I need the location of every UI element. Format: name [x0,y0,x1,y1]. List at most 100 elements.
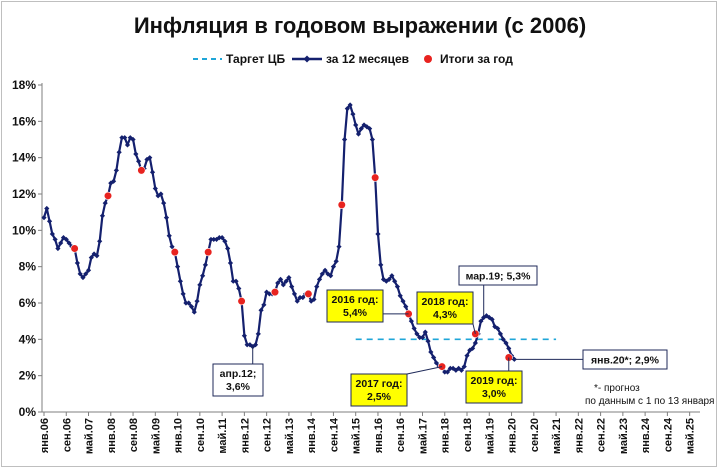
monthly-point [66,240,72,246]
monthly-point [500,336,506,342]
x-tick-label: май.13 [284,418,296,454]
monthly-point [77,271,83,277]
x-tick-label: сен.24 [662,417,674,452]
monthly-point [261,302,267,308]
monthly-point [344,106,350,112]
monthly-point [300,294,306,301]
monthly-point [161,200,167,206]
x-tick-label: май.21 [551,418,563,454]
monthly-point [397,293,403,299]
x-tick-label: сен.14 [328,417,340,452]
monthly-point [255,331,261,337]
monthly-point [266,291,273,297]
monthly-point [136,158,142,164]
monthly-point [163,215,170,221]
monthly-point [99,213,106,219]
monthly-point [113,167,119,173]
x-tick-label: май.09 [150,418,162,454]
x-tick-label: май.25 [685,418,697,454]
annual-point [304,289,313,299]
monthly-point [378,262,384,268]
monthly-point [49,231,55,237]
monthly-point [41,215,47,221]
annotation-box [350,373,408,407]
annual-point [103,191,113,200]
monthly-point [186,300,192,306]
monthly-point [183,300,189,306]
monthly-point [94,253,100,259]
monthly-point [492,324,498,330]
monthly-point [316,276,323,282]
monthly-point [149,169,156,175]
y-tick-label: 18% [12,78,36,92]
monthly-point [330,264,337,270]
monthly-point [350,111,356,117]
monthly-point [52,236,58,243]
y-tick-label: 0% [19,405,37,419]
monthly-point [46,218,53,224]
annual-point [337,200,346,209]
annual-point [270,288,280,297]
monthly-point [389,273,395,279]
x-tick-label: сен.18 [462,418,474,452]
annual-point [471,329,480,338]
monthly-point [208,236,214,243]
monthly-point [380,276,387,282]
annotation-box [212,363,264,397]
monthly-point [497,331,504,337]
monthly-point [197,282,203,288]
monthly-point [447,365,453,371]
monthly-point [166,233,172,239]
monthly-point [211,236,217,243]
monthly-point [425,338,431,344]
y-tick-label: 2% [19,369,37,383]
monthly-point [431,354,437,361]
monthly-point [200,273,206,279]
monthly-point [283,278,289,284]
monthly-point [124,142,131,148]
monthly-point [55,245,61,252]
x-tick-label: янв.16 [373,418,385,453]
annotation-box [458,265,538,286]
monthly-point [222,238,228,244]
monthly-point [241,333,247,339]
monthly-point [503,340,509,346]
monthly-point [102,200,108,206]
monthly-point [341,136,348,143]
monthly-point [358,126,364,132]
annotation-box [326,289,384,323]
x-tick-label: май.11 [217,418,229,454]
annotation-leader [472,323,476,334]
monthly-point [202,262,209,268]
monthly-point [97,238,103,244]
x-tick-label: сен.08 [128,418,140,452]
annotation-box [582,349,668,370]
monthly-point [386,276,392,282]
x-tick-label: сен.12 [262,418,274,452]
annotation-text: 4,3% [433,309,458,321]
monthly-point [108,180,114,186]
monthly-point [314,284,320,290]
monthly-point [88,254,94,261]
x-tick-label: янв.24 [640,417,652,453]
y-tick-label: 8% [19,260,37,274]
x-tick-label: сен.22 [596,418,608,452]
monthly-point [472,340,478,346]
monthly-point [277,276,284,282]
monthly-point [116,149,122,155]
monthly-point [216,235,222,241]
footnote: *- прогноз по данным с 1 по 13 января [585,383,714,407]
y-tick-label: 14% [12,151,36,165]
monthly-point [364,124,370,130]
x-tick-label: янв.14 [306,417,318,453]
annotation-box [416,291,474,325]
monthly-point [230,278,236,284]
annotation-text: 2016 год: [332,294,379,306]
monthly-point [294,298,300,304]
x-tick-label: сен.10 [195,418,207,452]
monthly-point [244,342,250,348]
annotation-text: 2018 год: [422,296,469,308]
x-tick-label: янв.06 [39,418,51,453]
annotation-text: 3,6% [226,381,251,393]
